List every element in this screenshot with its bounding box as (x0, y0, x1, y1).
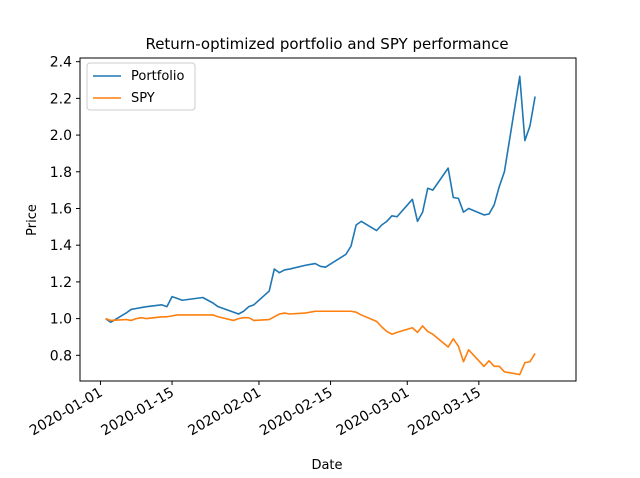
legend-label-portfolio: Portfolio (131, 69, 185, 84)
legend: Portfolio SPY (86, 62, 196, 111)
y-axis-label: Price (25, 204, 40, 236)
y-tick-label: 1.8 (50, 165, 72, 181)
chart-title: Return-optimized portfolio and SPY perfo… (145, 35, 508, 53)
series-layer (105, 75, 536, 376)
y-axis: 0.8 1.0 1.2 1.4 1.6 1.8 2.0 2.2 2.4 (50, 55, 80, 364)
y-tick-label: 2.0 (50, 128, 72, 144)
y-tick-label: 2.4 (50, 55, 72, 71)
series-line-spy (105, 310, 536, 376)
y-tick-label: 1.0 (50, 312, 72, 328)
y-tick-label: 2.2 (50, 91, 72, 107)
y-tick-label: 1.6 (50, 201, 72, 217)
y-tick-label: 0.8 (50, 348, 72, 364)
y-tick-label: 1.4 (50, 238, 72, 254)
plot-frame (79, 57, 577, 382)
y-tick-label: 1.2 (50, 275, 72, 291)
x-axis-label: Date (311, 458, 342, 473)
series-line-portfolio (105, 75, 536, 324)
legend-label-spy: SPY (131, 91, 155, 106)
